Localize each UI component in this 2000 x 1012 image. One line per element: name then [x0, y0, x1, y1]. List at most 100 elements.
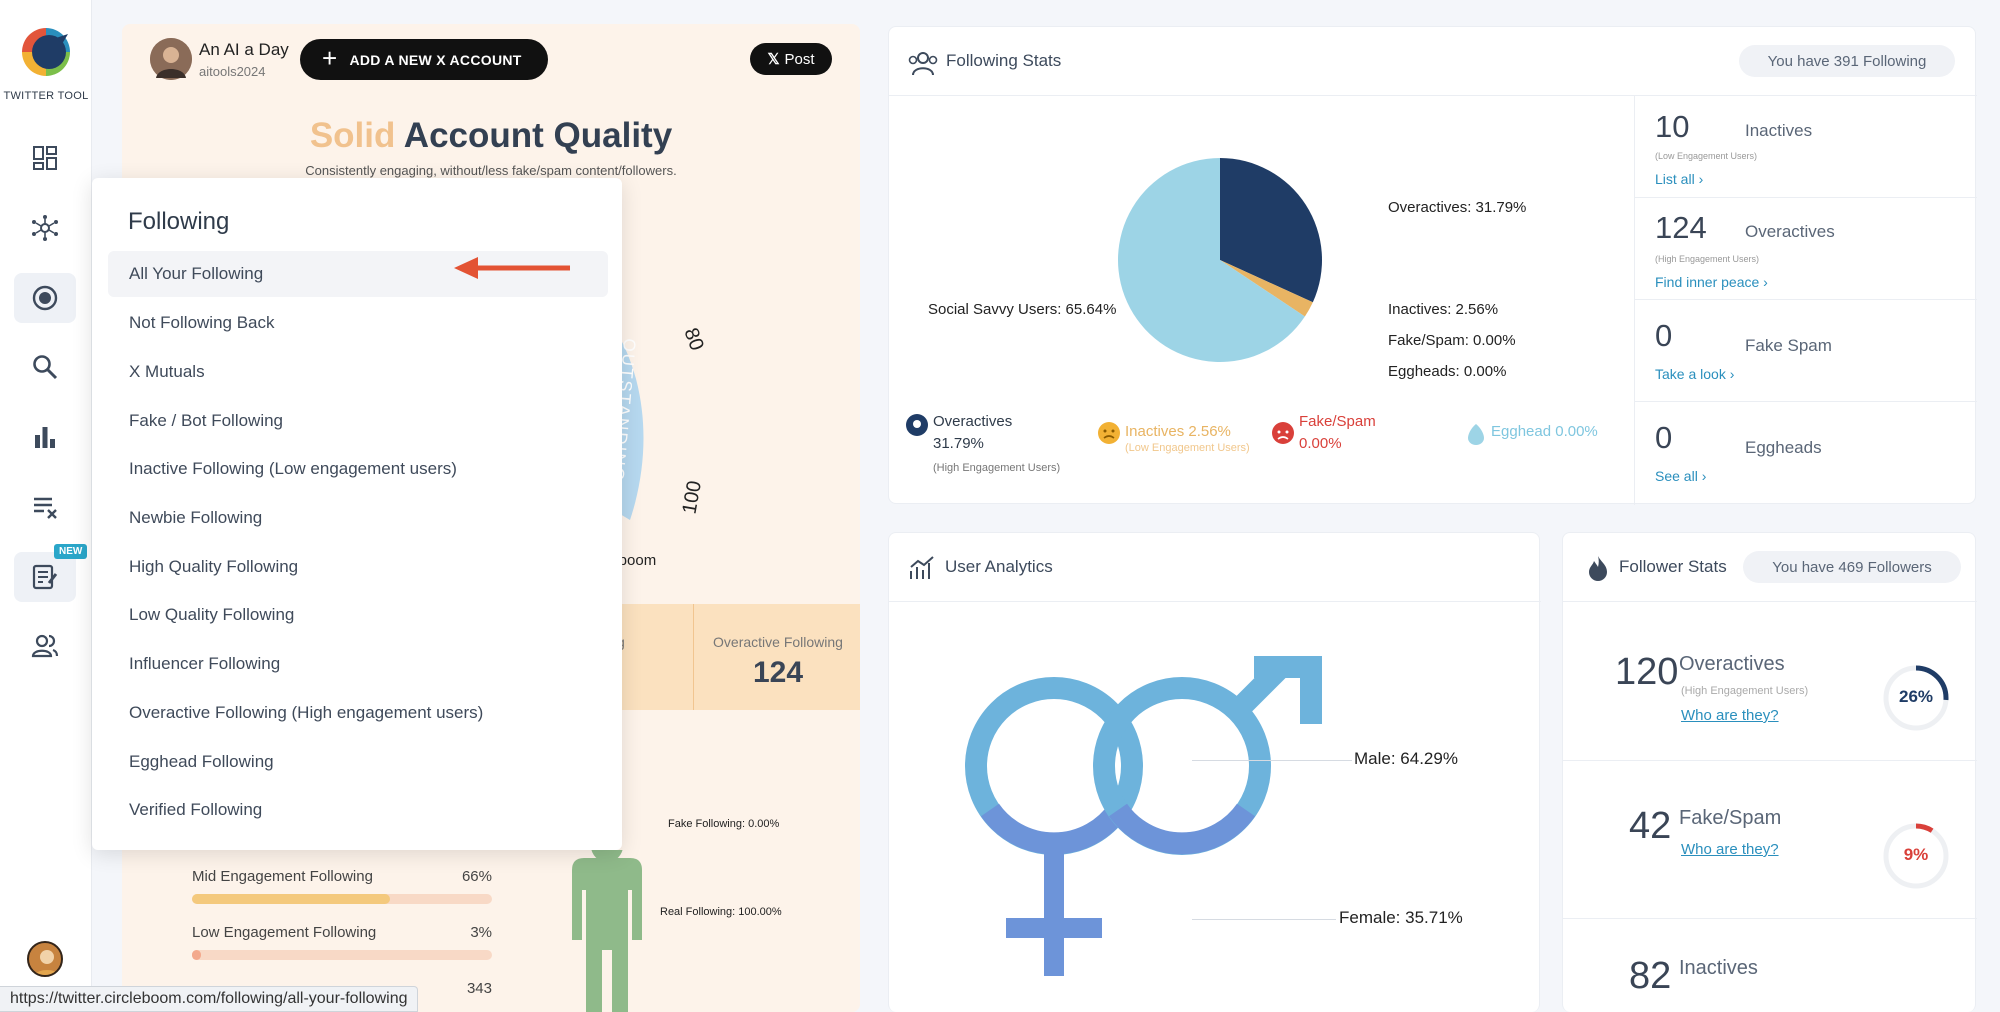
follower-ring-overactives: 26%	[1881, 663, 1951, 733]
stat-inactives: 10 Inactives (Low Engagement Users) List…	[1635, 95, 1977, 198]
nav-network[interactable]	[14, 203, 76, 253]
gauge-tick-100: 100	[678, 479, 706, 516]
divider	[1563, 601, 1977, 602]
female-label: Female: 35.71%	[1339, 908, 1463, 927]
ring-percent: 26%	[1898, 687, 1934, 706]
user-analytics-card: User Analytics	[888, 532, 1541, 1012]
menu-item-low-quality[interactable]: Low Quality Following	[129, 605, 295, 624]
plus-icon: +	[322, 42, 338, 73]
quality-title: Solid Account Quality	[122, 116, 860, 156]
female-symbol-ring-fill	[980, 803, 1128, 855]
follower-stat-num: 42	[1629, 805, 1672, 847]
menu-item-fake-bot[interactable]: Fake / Bot Following	[129, 411, 284, 430]
menu-item-overactive[interactable]: Overactive Following (High engagement us…	[129, 703, 484, 722]
target-icon	[32, 285, 58, 311]
sidebar: TWITTER TOOL NEW	[0, 0, 92, 1012]
strip-overactive-label: Overactive Following	[713, 634, 843, 650]
menu-item-mutuals[interactable]: X Mutuals	[129, 362, 205, 381]
pie-label-eggheads: Eggheads: 0.00%	[1388, 363, 1507, 380]
stat-name: Inactives	[1745, 121, 1813, 140]
stat-num: 0	[1655, 318, 1673, 353]
egghead-legend-icon	[1467, 423, 1485, 445]
who-are-they-link[interactable]: Who are they?	[1681, 707, 1779, 724]
menu-item-inactive[interactable]: Inactive Following (Low engagement users…	[129, 459, 457, 478]
users-icon	[31, 634, 59, 658]
menu-item-influencer[interactable]: Influencer Following	[129, 654, 281, 673]
who-are-they-link[interactable]: Who are they?	[1681, 841, 1779, 858]
ring-percent: 9%	[1903, 845, 1929, 864]
user-analytics-title: User Analytics	[945, 557, 1053, 576]
female-leader-line	[1192, 919, 1336, 920]
menu-item-not-following-back[interactable]: Not Following Back	[129, 313, 275, 332]
nav-dashboard[interactable]	[14, 133, 76, 183]
egghead-legend: Egghead 0.00%	[1491, 423, 1598, 440]
follower-stat-num: 120	[1615, 651, 1679, 693]
stat-num: 10	[1655, 109, 1690, 144]
following-count-pill: You have 391 Following	[1739, 45, 1955, 77]
nav-clear-list[interactable]	[14, 482, 76, 532]
engagement-fill	[192, 894, 390, 904]
list-all-link[interactable]: List all ›	[1655, 171, 1704, 187]
following-pie-chart	[1118, 158, 1322, 362]
quality-level: Solid	[309, 116, 396, 155]
menu-item-newbie[interactable]: Newbie Following	[129, 508, 263, 527]
dashboard-icon	[33, 146, 57, 170]
strip-overactive-value: 124	[752, 656, 804, 689]
menu-item-egghead[interactable]: Egghead Following	[129, 752, 274, 771]
find-inner-peace-link[interactable]: Find inner peace ›	[1655, 274, 1768, 290]
stat-sub: (Low Engagement Users)	[1655, 151, 1758, 161]
nav-posts[interactable]	[14, 552, 76, 602]
avatar-image	[34, 950, 60, 975]
menu-item-high-quality[interactable]: High Quality Following	[129, 557, 299, 576]
follower-stat-name: Inactives	[1679, 957, 1758, 979]
ring-fill	[1883, 665, 1949, 731]
x-logo-icon: 𝕏	[767, 51, 780, 68]
posts-icon	[32, 564, 58, 590]
sad-face-icon	[1098, 422, 1120, 444]
nav-search[interactable]	[14, 342, 76, 392]
pie-label-overactives: Overactives: 31.79%	[1388, 199, 1527, 216]
divider	[889, 95, 1977, 96]
pie-slice-social-savvy-users	[1118, 158, 1305, 362]
follower-row-fake-spam: 42 Fake/Spam Who are they? 9%	[1563, 761, 1977, 919]
legend-label: Fake/Spam	[1299, 413, 1376, 430]
engagement-label: Mid Engagement Following	[192, 868, 373, 885]
nav-users[interactable]	[14, 621, 76, 671]
analytics-icon	[35, 427, 55, 448]
user-avatar[interactable]	[27, 941, 63, 977]
menu-item-verified[interactable]: Verified Following	[129, 800, 263, 819]
see-all-link[interactable]: See all ›	[1655, 468, 1707, 484]
pie-label-inactives: Inactives: 2.56%	[1388, 301, 1499, 318]
account-avatar[interactable]	[150, 38, 192, 80]
male-leader-line	[1192, 760, 1352, 761]
follower-stat-num: 82	[1629, 955, 1672, 997]
follower-stats-card: Follower Stats You have 469 Followers 12…	[1562, 532, 1977, 1012]
follower-stat-name: Overactives	[1679, 653, 1785, 675]
fake-legend-icon	[1271, 421, 1295, 445]
nav-analytics[interactable]	[14, 412, 76, 462]
add-account-button[interactable]: + ADD A NEW X ACCOUNT	[300, 39, 548, 80]
nav-following[interactable]	[14, 273, 76, 323]
engagement-fill	[192, 950, 201, 960]
circleboom-logo[interactable]	[18, 24, 74, 80]
x-post-button[interactable]: 𝕏 Post	[750, 43, 832, 75]
menu-item-all-following[interactable]: All Your Following	[108, 251, 608, 297]
inactives-legend-icon	[1097, 421, 1121, 445]
stat-num: 124	[1655, 210, 1707, 245]
overactives-face-icon	[906, 414, 928, 436]
link-preview-url: https://twitter.circleboom.com/following…	[0, 986, 419, 1012]
ring-fill	[1883, 823, 1949, 889]
stat-overactives: 124 Overactives (High Engagement Users) …	[1635, 198, 1977, 300]
gender-chart	[965, 656, 1322, 976]
follower-stat-sub: (High Engagement Users)	[1681, 685, 1809, 697]
engagement-track	[192, 950, 492, 960]
take-a-look-link[interactable]: Take a look ›	[1655, 366, 1735, 382]
follower-ring-fake-spam: 9%	[1881, 821, 1951, 891]
legend-sub: (High Engagement Users)	[933, 462, 1061, 474]
network-icon	[32, 215, 58, 241]
female-symbol-bar	[1006, 918, 1102, 938]
strip-overactive-cell: Overactive Following 124	[696, 604, 860, 710]
dropdown-title: Following	[128, 208, 230, 235]
fake-following-label: Fake Following: 0.00%	[668, 818, 780, 830]
fake-legend: Fake/Spam 0.00%	[1299, 411, 1376, 455]
